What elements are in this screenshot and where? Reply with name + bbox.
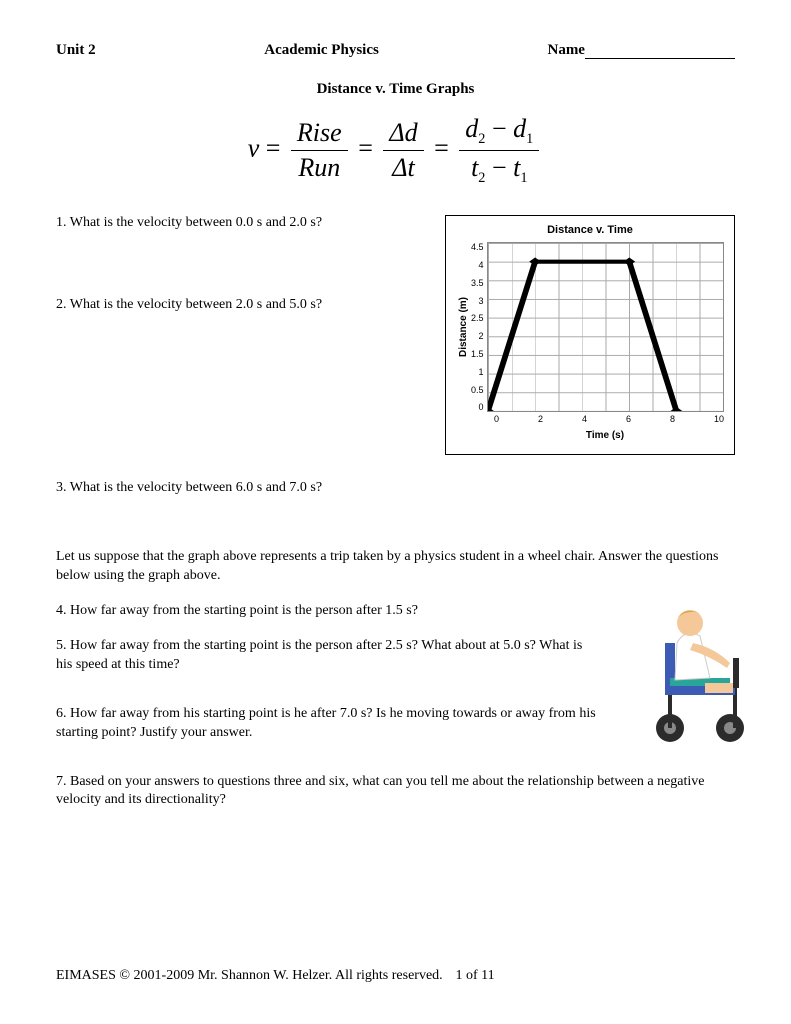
chart-title: Distance v. Time: [456, 224, 724, 236]
scenario-intro: Let us suppose that the graph above repr…: [56, 548, 735, 586]
question-7: 7. Based on your answers to questions th…: [56, 773, 735, 811]
question-5: 5. How far away from the starting point …: [56, 637, 596, 675]
chart-xticks: 0 2 4 6 8 10: [494, 414, 724, 424]
wheelchair-illustration: [635, 588, 755, 748]
name-blank-line: [585, 58, 735, 59]
question-3: 3. What is the velocity between 6.0 s an…: [56, 479, 735, 498]
page-subtitle: Distance v. Time Graphs: [56, 81, 735, 98]
chart-yticks: 4.5 4 3.5 3 2.5 2 1.5 1 0.5 0: [471, 242, 487, 412]
footer-page-number: 1 of 11: [456, 968, 495, 984]
question-2: 2. What is the velocity between 2.0 s an…: [56, 297, 425, 313]
chart-xlabel: Time (s): [486, 430, 724, 441]
chart-markers: [488, 243, 723, 411]
distance-time-chart: Distance v. Time Distance (m) 4.5 4 3.5 …: [445, 215, 735, 455]
velocity-formula: v = Rise Run = Δd Δt = d2 − d1 t2 − t1: [56, 114, 735, 187]
question-4: 4. How far away from the starting point …: [56, 602, 596, 621]
name-field: Name: [547, 42, 735, 59]
footer-copyright: EIMASES © 2001-2009 Mr. Shannon W. Helze…: [56, 968, 443, 984]
page-header: Unit 2 Academic Physics Name: [56, 42, 735, 59]
page-footer: EIMASES © 2001-2009 Mr. Shannon W. Helze…: [56, 968, 735, 984]
course-label: Academic Physics: [264, 42, 379, 59]
unit-label: Unit 2: [56, 42, 96, 59]
question-1: 1. What is the velocity between 0.0 s an…: [56, 215, 425, 231]
chart-plot-area: [487, 242, 724, 412]
chart-ylabel: Distance (m): [456, 242, 471, 412]
question-6: 6. How far away from his starting point …: [56, 705, 596, 743]
